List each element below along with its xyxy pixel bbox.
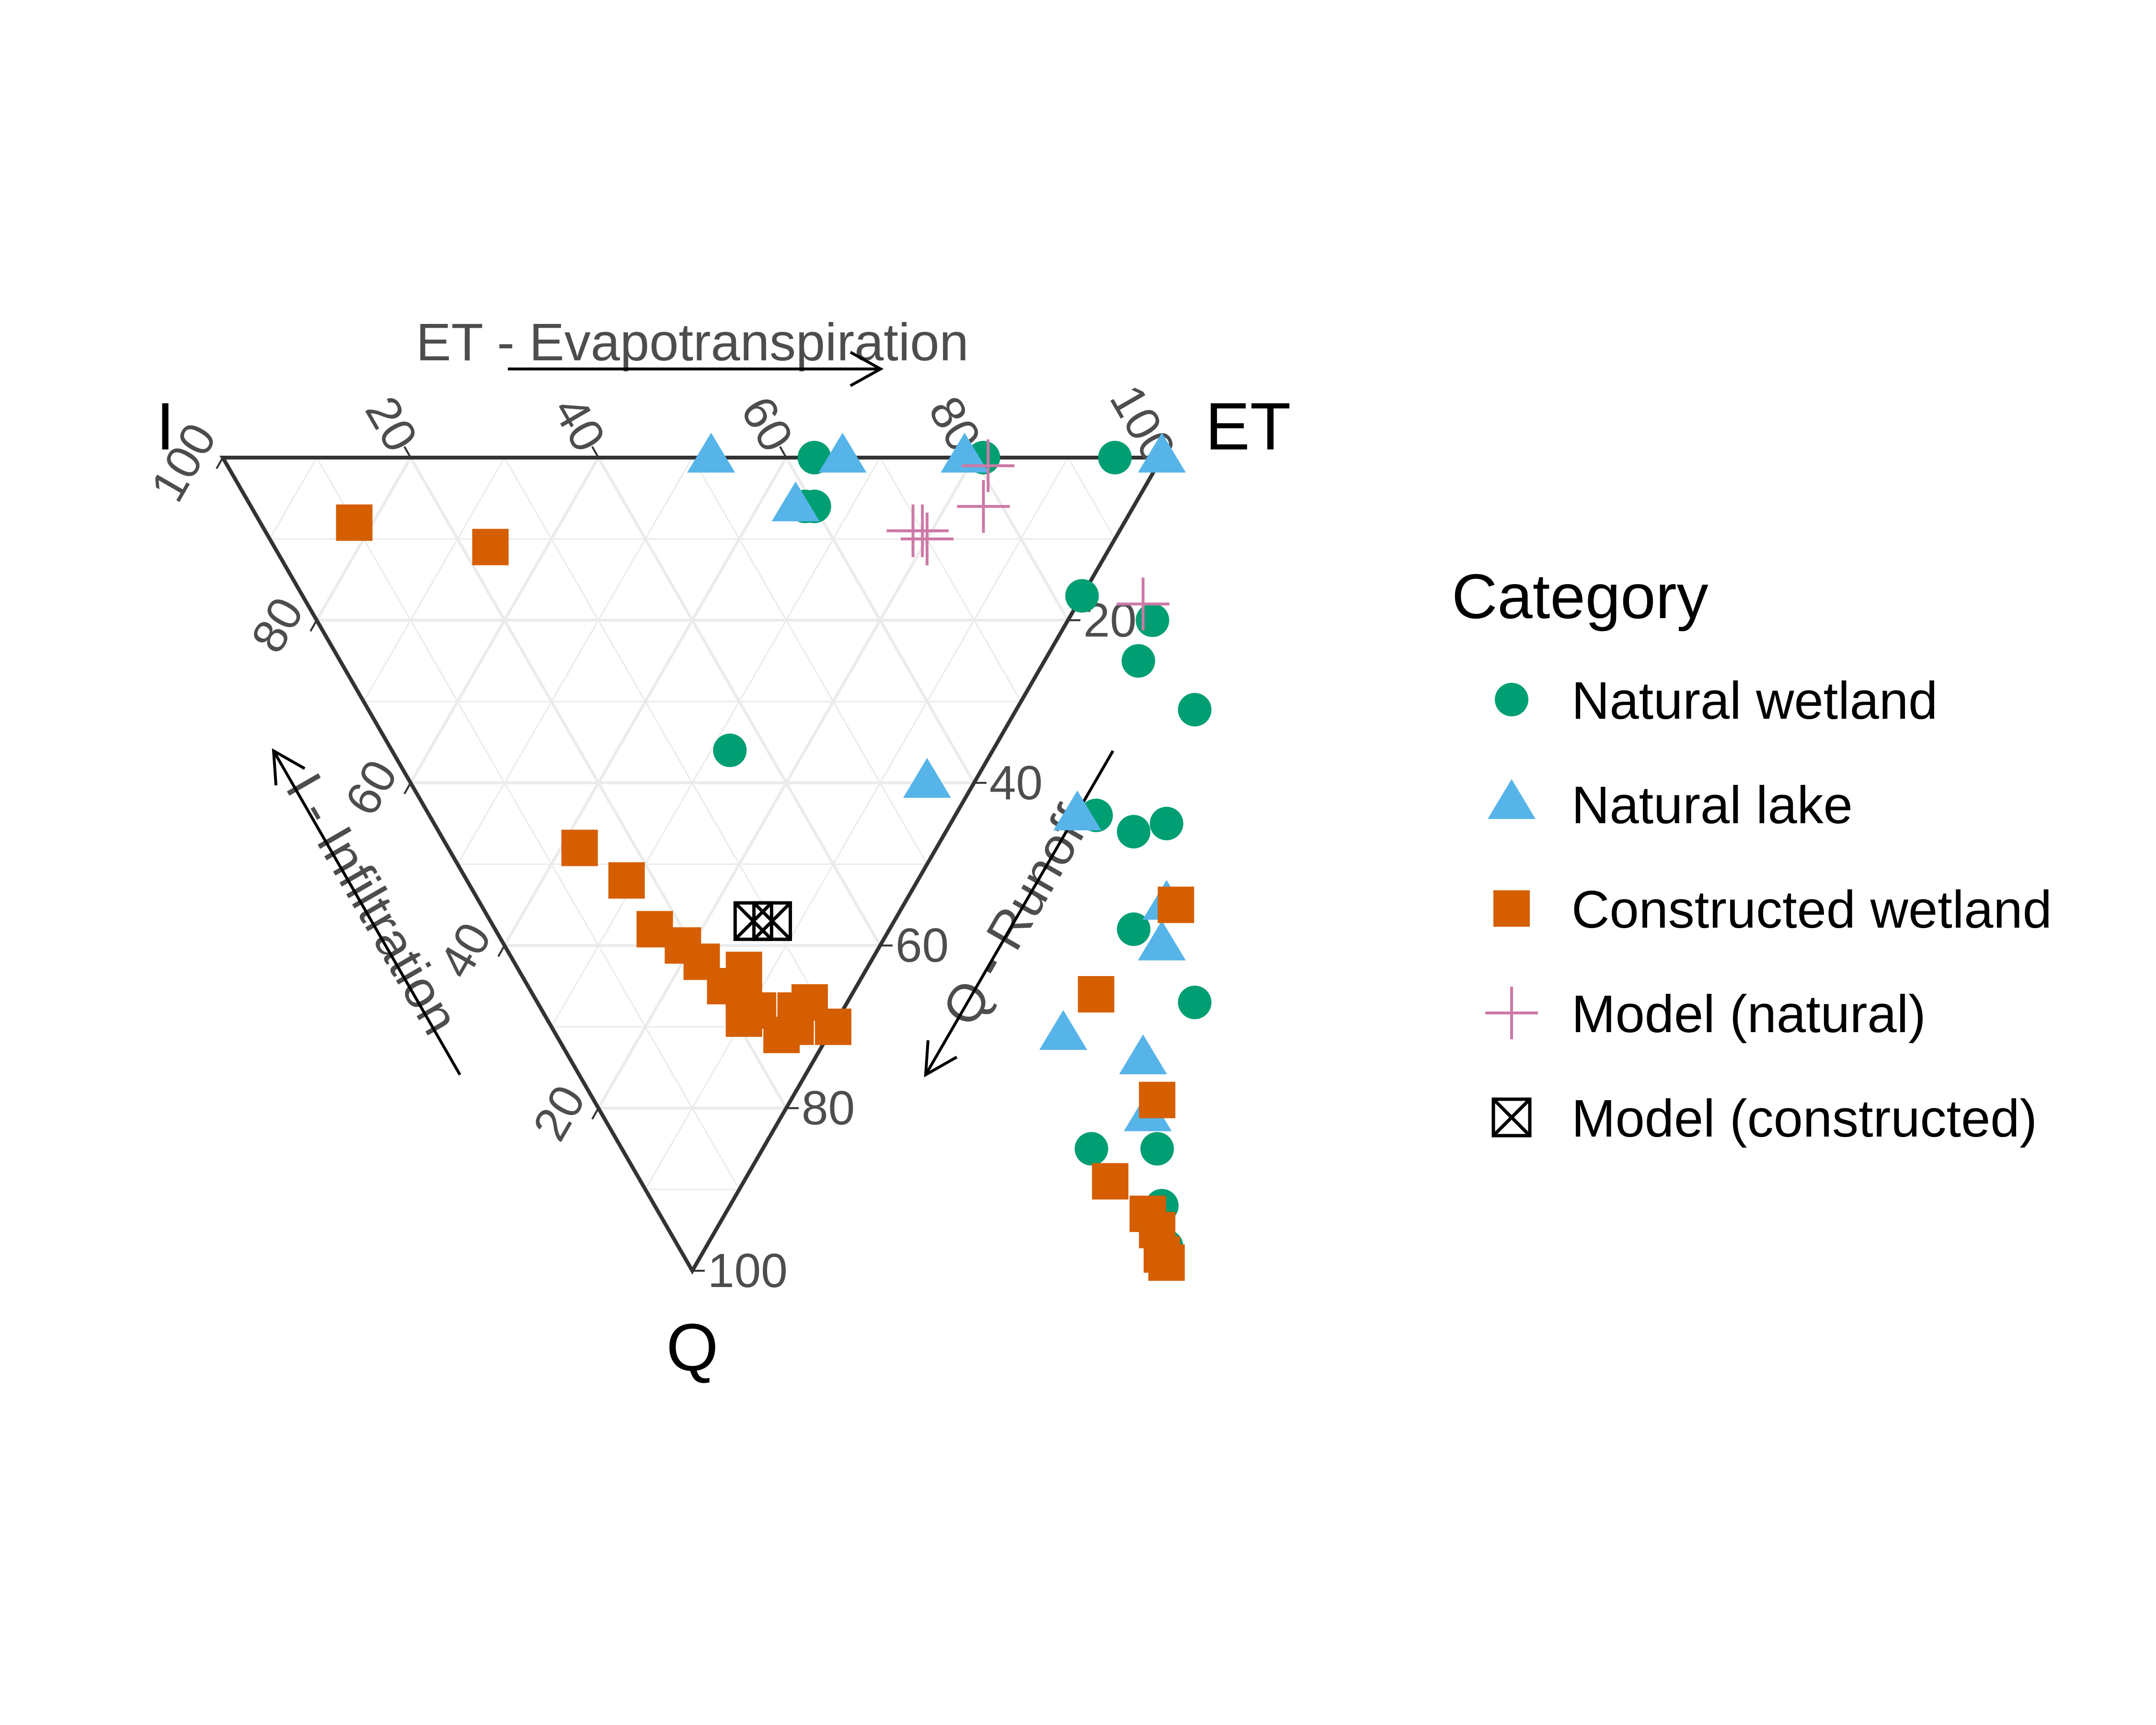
data-point-natural-wetland: [1065, 579, 1099, 613]
grid-line-i: [457, 457, 693, 865]
triangle-frame: [219, 456, 1165, 1275]
data-point-constructed-wetland: [336, 504, 373, 541]
data-point-natural-lake: [1138, 920, 1186, 961]
grid-line-et: [504, 457, 834, 1027]
legend-label: Constructed wetland: [1571, 880, 2052, 939]
data-point-constructed-wetland: [472, 529, 509, 565]
data-point-natural-wetland: [1075, 1132, 1108, 1166]
data-point-model-natural: [957, 480, 1010, 533]
legend-item-natural-lake: Natural lake: [1488, 776, 1853, 835]
tick-et: [403, 446, 412, 458]
data-point-natural-lake: [1039, 1010, 1088, 1050]
data-point-constructed-wetland: [1158, 886, 1194, 923]
data-point-model-natural: [962, 439, 1015, 492]
axis-title-et: ET - Evapotranspiration: [416, 313, 969, 372]
data-point-natural-lake: [903, 758, 951, 798]
data-point-constructed-wetland: [777, 992, 814, 1029]
series-constructed-wetland: [336, 504, 1194, 1281]
data-point-natural-wetland: [1140, 1132, 1174, 1166]
grid-line-et: [879, 457, 1022, 702]
ternary-frame: [219, 456, 1165, 1275]
legend-key-plus: [1485, 987, 1538, 1039]
data-point-natural-lake: [687, 433, 735, 473]
data-point-natural-wetland: [1098, 441, 1132, 474]
data-point-natural-lake: [1138, 433, 1186, 473]
grid-line-i: [644, 457, 1069, 1190]
legend: Category Natural wetland Natural lake Cons…: [1452, 561, 2052, 1148]
legend-key-boxcross: [1491, 1097, 1532, 1138]
legend-label: Natural lake: [1571, 776, 1853, 835]
tick-label-q: 80: [802, 1081, 855, 1135]
data-point-natural-lake: [818, 433, 867, 473]
tick-label-q: 100: [708, 1244, 788, 1298]
data-point-natural-wetland: [1117, 912, 1151, 946]
legend-key-circle: [1495, 683, 1528, 716]
legend-item-model-constructed: Model (constructed): [1491, 1089, 2037, 1148]
vertex-label-et: ET: [1205, 389, 1291, 464]
vertex-label-i: I: [156, 389, 175, 464]
data-point-model-natural: [901, 512, 953, 565]
data-point-natural-lake: [940, 433, 989, 473]
data-point-natural-lake: [771, 481, 820, 522]
grid-line-et: [973, 457, 1069, 621]
tick-i: [216, 457, 224, 469]
data-point-natural-lake: [1053, 790, 1101, 830]
data-point-constructed-wetland: [725, 952, 762, 989]
grid-line-et: [1067, 457, 1116, 540]
data-point-natural-wetland: [1149, 806, 1183, 840]
data-point-natural-wetland: [1117, 815, 1151, 849]
legend-item-natural-wetland: Natural wetland: [1495, 671, 1938, 730]
tick-label-q: 40: [989, 756, 1043, 810]
legend-title: Category: [1452, 561, 1709, 632]
legend-label: Natural wetland: [1571, 671, 1938, 730]
data-point-constructed-wetland: [608, 862, 645, 899]
legend-key-triangle: [1488, 779, 1536, 819]
data-point-constructed-wetland: [1148, 1244, 1185, 1281]
grid-line-et: [316, 457, 740, 1190]
data-point-natural-wetland: [713, 733, 747, 767]
data-point-constructed-wetland: [1078, 976, 1114, 1013]
data-point-natural-wetland: [1135, 603, 1170, 637]
legend-item-model-natural: Model (natural): [1485, 985, 1926, 1044]
data-point-constructed-wetland: [1092, 1163, 1129, 1200]
data-point-natural-wetland: [1178, 985, 1212, 1019]
series-model-constructed: [733, 901, 792, 941]
data-point-model-constructed: [752, 901, 792, 941]
legend-label: Model (constructed): [1571, 1089, 2037, 1148]
grid-line-et: [691, 457, 928, 865]
data-points: [336, 433, 1212, 1281]
grid-line-i: [269, 457, 318, 540]
series-model-natural: [886, 439, 1170, 631]
data-point-model-natural: [1116, 577, 1170, 631]
data-point-model-natural: [886, 504, 940, 557]
legend-item-constructed-wetland: Constructed wetland: [1493, 880, 2052, 939]
tick-i: [310, 620, 318, 632]
tick-label-q: 60: [895, 919, 949, 972]
data-point-natural-lake: [1119, 1034, 1167, 1074]
vertex-label-q: Q: [666, 1310, 719, 1385]
legend-label: Model (natural): [1571, 985, 1926, 1044]
legend-entries: Natural wetland Natural lake Constructed w…: [1485, 671, 2052, 1148]
data-point-constructed-wetland: [561, 829, 598, 866]
grid-line-i: [363, 457, 505, 702]
legend-key-square: [1493, 890, 1530, 927]
data-point-constructed-wetland: [815, 1008, 851, 1045]
tick-i: [403, 782, 412, 794]
arrow-i: [272, 748, 461, 1076]
tick-et: [591, 446, 599, 458]
data-point-natural-wetland: [1122, 644, 1155, 678]
tick-et: [779, 446, 787, 458]
data-point-constructed-wetland: [1139, 1081, 1176, 1118]
data-point-natural-wetland: [1178, 693, 1212, 727]
arrow-et: [508, 351, 884, 387]
tick-i: [591, 1107, 599, 1120]
grid-line-i: [409, 457, 600, 784]
tick-i: [497, 945, 505, 957]
